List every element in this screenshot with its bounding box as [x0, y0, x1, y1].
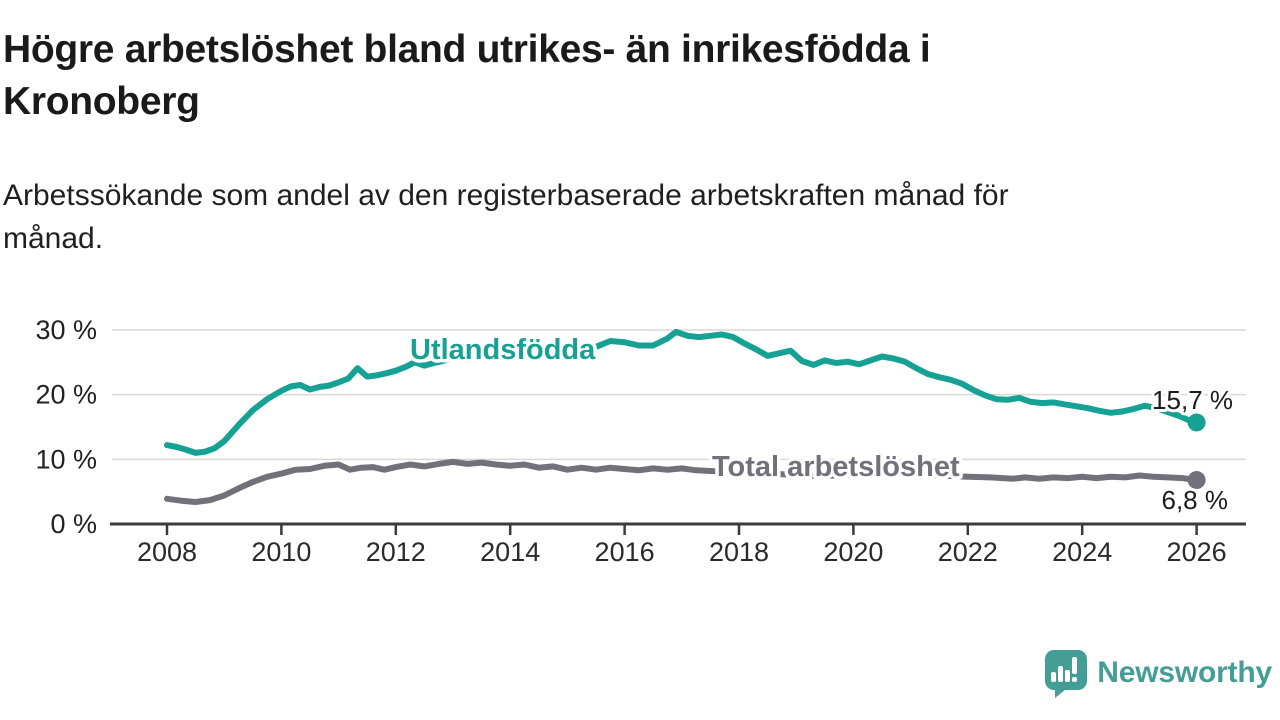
- end-dot-total: [1187, 471, 1206, 490]
- y-tick-label: 30 %: [35, 315, 97, 345]
- y-tick-label: 10 %: [35, 444, 97, 474]
- series-label-utlandsfodda: Utlandsfödda: [410, 334, 596, 366]
- x-tick-label: 2016: [595, 537, 655, 567]
- series-line-utlandsfodda: [164, 328, 1200, 456]
- y-tick-label: 20 %: [35, 380, 97, 410]
- bar-chart-glyph: [1051, 657, 1078, 682]
- page-title-line-2: Kronoberg: [3, 80, 200, 123]
- page-subtitle-line-2: månad.: [3, 222, 104, 255]
- x-tick-label: 2022: [938, 537, 998, 567]
- x-tick-label: 2020: [823, 537, 883, 567]
- y-tick-label: 0 %: [50, 509, 97, 539]
- x-tick-label: 2014: [480, 537, 540, 567]
- end-value-label-utlandsfodda: 15,7 %: [1152, 385, 1233, 415]
- end-value-label-total: 6,8 %: [1162, 485, 1229, 515]
- axes-layer: 0 % 10 % 20 % 30 % 2008 2010 2012 2014 2016 2018 2…: [35, 315, 1246, 567]
- series-layer: [164, 328, 1206, 505]
- page-title: Högre arbetslöshet bland utrikes- än inr…: [3, 24, 1123, 128]
- newsworthy-logo-icon: [1045, 650, 1088, 698]
- x-tick-label: 2012: [366, 537, 426, 567]
- x-tick-label: 2008: [137, 537, 197, 567]
- page-title-line-1: Högre arbetslöshet bland utrikes- än inr…: [3, 28, 931, 71]
- end-dot-utlandsfodda: [1187, 413, 1206, 432]
- brand-footer: Newsworthy: [1043, 648, 1272, 698]
- page-subtitle: Arbetssökande som andel av den registerb…: [3, 174, 1183, 260]
- x-tick-label: 2010: [251, 537, 311, 567]
- x-tick-label: 2024: [1052, 537, 1112, 567]
- page-subtitle-line-1: Arbetssökande som andel av den registerb…: [3, 179, 1009, 212]
- labels-layer: Utlandsfödda Total arbetslöshet 15,7 % 6…: [407, 331, 1237, 519]
- x-tick-label: 2026: [1167, 537, 1227, 567]
- series-label-total-arbetsloshet: Total arbetslöshet: [712, 451, 960, 483]
- series-line-total: [164, 458, 1200, 505]
- x-tick-label: 2018: [709, 537, 769, 567]
- brand-name: Newsworthy: [1097, 656, 1272, 689]
